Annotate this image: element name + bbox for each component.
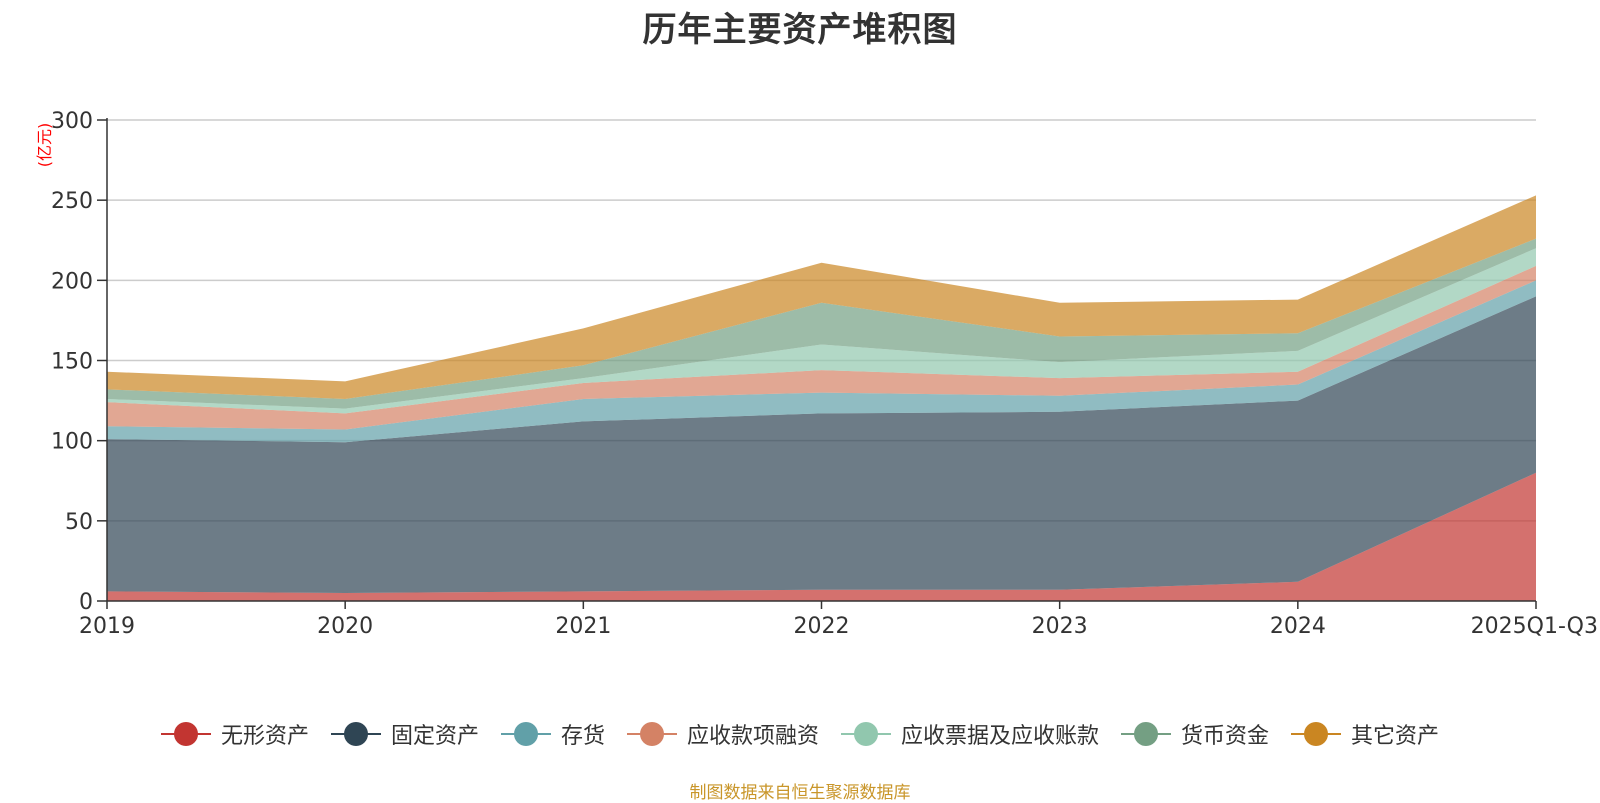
- legend-item[interactable]: 无形资产: [160, 718, 309, 750]
- area-series: [107, 195, 1536, 601]
- legend-marker: [500, 721, 551, 747]
- area-3: [107, 265, 1536, 430]
- y-tick-label: 100: [51, 430, 93, 455]
- x-tick-label: 2022: [794, 614, 850, 639]
- area-6: [107, 195, 1536, 399]
- legend-marker: [1291, 721, 1342, 747]
- y-tick-label: 150: [51, 350, 93, 375]
- legend-dot: [1304, 722, 1329, 746]
- legend-label: 货币资金: [1181, 724, 1270, 749]
- tick-labels: 0 50 100 150 200 250 300 2019 2020 2021 2022 2023 20…: [51, 109, 1598, 639]
- y-tick-label: 50: [65, 510, 93, 535]
- legend-item[interactable]: 其它资产: [1291, 718, 1439, 750]
- legend-label: 应收款项融资: [686, 724, 819, 749]
- legend-label: 其它资产: [1351, 724, 1440, 749]
- legend-item[interactable]: 货币资金: [1121, 718, 1269, 750]
- legend-dot: [343, 722, 368, 746]
- legend-marker: [160, 721, 211, 747]
- legend-item[interactable]: 存货: [500, 718, 605, 750]
- legend-marker: [330, 721, 381, 747]
- legend-dot: [513, 722, 538, 746]
- y-tick-label: 300: [51, 109, 93, 134]
- legend: 无形资产 固定资产 存货 应收款项融资 应收票据及应收账款 货币资金 其它资产: [0, 718, 1600, 750]
- chart-title: 历年主要资产堆积图: [642, 10, 958, 50]
- area-5: [107, 238, 1536, 409]
- y-tick-label: 200: [51, 269, 93, 294]
- y-axis-unit-label: (亿元): [35, 123, 54, 168]
- y-tick-label: 0: [79, 590, 93, 615]
- legend-item[interactable]: 应收款项融资: [626, 718, 819, 750]
- legend-marker: [841, 721, 891, 747]
- axes: [97, 118, 1537, 609]
- legend-dot: [854, 722, 878, 746]
- legend-label: 固定资产: [390, 724, 479, 749]
- legend-dot: [173, 722, 198, 746]
- legend-dot: [1134, 722, 1159, 746]
- x-tick-label: 2023: [1032, 614, 1088, 639]
- source-note: 制图数据来自恒生聚源数据库: [689, 783, 911, 803]
- legend-marker: [626, 721, 677, 747]
- legend-label: 无形资产: [220, 724, 309, 749]
- legend-item[interactable]: 应收票据及应收账款: [841, 718, 1099, 750]
- area-4: [107, 248, 1536, 414]
- legend-marker: [1121, 721, 1172, 747]
- y-tick-label: 250: [51, 189, 93, 214]
- x-tick-label: 2019: [79, 614, 135, 639]
- x-tick-label: 2024: [1270, 614, 1326, 639]
- area-1: [107, 296, 1536, 593]
- x-tick-label: 2021: [555, 614, 611, 639]
- legend-dot: [639, 722, 664, 746]
- area-2: [107, 280, 1536, 443]
- legend-item[interactable]: 固定资产: [330, 718, 479, 750]
- legend-label: 应收票据及应收账款: [901, 724, 1100, 749]
- area-0: [107, 472, 1536, 601]
- x-tick-label: 2025Q1-Q3: [1471, 614, 1598, 639]
- x-tick-label: 2020: [317, 614, 373, 639]
- legend-label: 存货: [560, 724, 605, 749]
